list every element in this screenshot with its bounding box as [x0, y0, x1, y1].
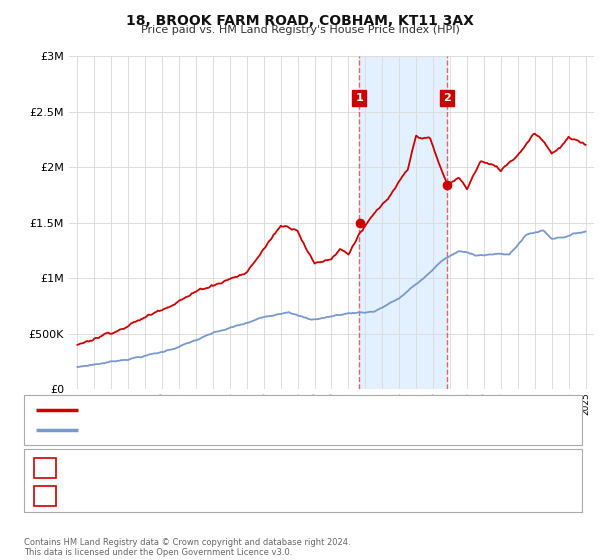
Text: £1,500,000: £1,500,000 — [252, 463, 311, 473]
Bar — [359, 56, 448, 389]
Text: 1: 1 — [356, 93, 364, 103]
Text: Contains HM Land Registry data © Crown copyright and database right 2024.
This d: Contains HM Land Registry data © Crown c… — [24, 538, 350, 557]
Text: £1,837,500: £1,837,500 — [252, 491, 311, 501]
Text: 82% ↑ HPI: 82% ↑ HPI — [384, 463, 439, 473]
Text: 18, BROOK FARM ROAD, COBHAM, KT11 3AX (detached house): 18, BROOK FARM ROAD, COBHAM, KT11 3AX (d… — [84, 405, 410, 415]
Text: Price paid vs. HM Land Registry's House Price Index (HPI): Price paid vs. HM Land Registry's House … — [140, 25, 460, 35]
Text: 56% ↑ HPI: 56% ↑ HPI — [384, 491, 439, 501]
Text: 2: 2 — [41, 491, 49, 501]
Text: 02-NOV-2016: 02-NOV-2016 — [84, 491, 154, 501]
Text: 2: 2 — [443, 93, 451, 103]
Text: HPI: Average price, detached house, Elmbridge: HPI: Average price, detached house, Elmb… — [84, 425, 330, 435]
Text: 1: 1 — [41, 463, 49, 473]
Text: 18, BROOK FARM ROAD, COBHAM, KT11 3AX: 18, BROOK FARM ROAD, COBHAM, KT11 3AX — [126, 14, 474, 28]
Text: 25-AUG-2011: 25-AUG-2011 — [84, 463, 154, 473]
